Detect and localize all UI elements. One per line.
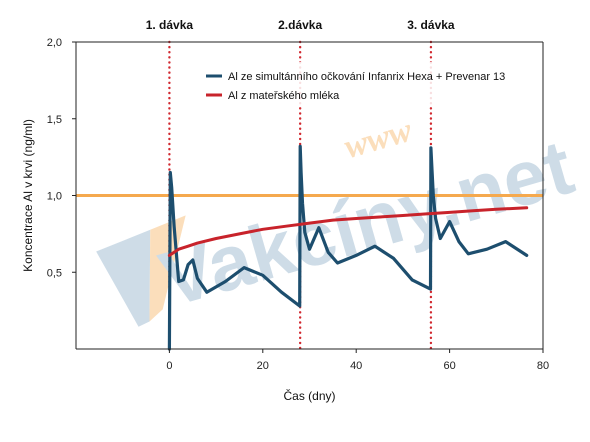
y-tick-label: 1,5 (47, 114, 62, 126)
legend-box (198, 62, 510, 106)
y-tick-label: 0,5 (47, 267, 62, 279)
x-tick-label: 0 (166, 360, 172, 372)
watermark-v-shape (96, 229, 151, 327)
y-tick-label: 2,0 (47, 37, 62, 49)
y-tick-label: 1,0 (47, 191, 62, 203)
x-axis-title: Čas (dny) (283, 388, 335, 403)
x-tick-label: 60 (443, 360, 455, 372)
x-tick-label: 80 (537, 360, 549, 372)
y-axis-title: Koncentrace Al v krvi (ng/ml) (21, 119, 35, 272)
series-line-1 (167, 206, 529, 257)
dose-label: 1. dávka (146, 18, 194, 32)
dose-label: 2.dávka (278, 18, 322, 32)
dose-label: 3. dávka (407, 18, 455, 32)
legend: Al ze simultánního očkování Infanrix Hex… (198, 62, 510, 106)
x-tick-label: 40 (350, 360, 362, 372)
axes: 0 20 40 60 80 0,5 1,0 1,5 2,0 Čas (dny) Koncentrac… (21, 37, 549, 403)
legend-label: Al ze simultánního očkování Infanrix Hex… (228, 71, 505, 83)
series-line-0 (167, 144, 529, 351)
x-tick-label: 20 (257, 360, 269, 372)
legend-label: Al z mateřského mléka (228, 90, 340, 102)
